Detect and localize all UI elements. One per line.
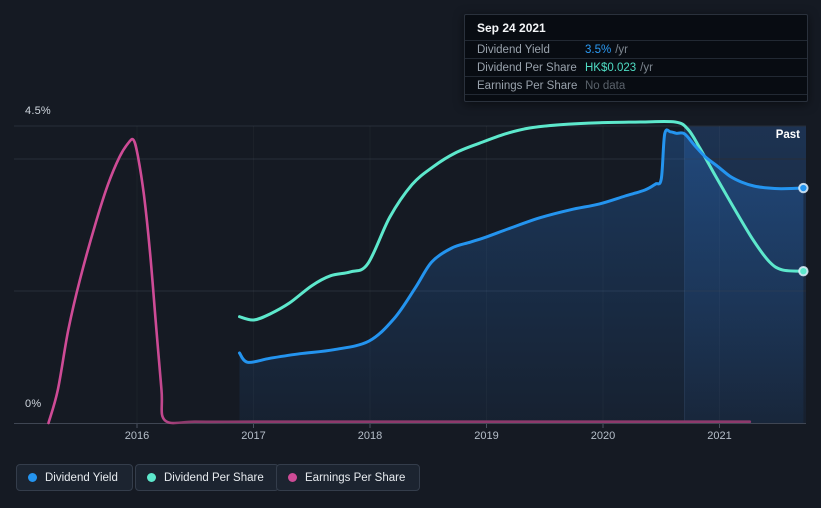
legend-swatch-icon (288, 473, 297, 482)
dividend-yield-end-marker (798, 182, 809, 194)
legend-item-earnings-per-share[interactable]: Earnings Per Share (276, 464, 421, 491)
legend-item-label: Earnings Per Share (305, 471, 406, 484)
tooltip-date: Sep 24 2021 (465, 15, 807, 41)
dividend-per-share-line (238, 119, 805, 322)
x-axis-label: 2019 (474, 430, 499, 442)
x-axis-label: 2021 (707, 430, 732, 442)
legend-item-dividend-yield[interactable]: Dividend Yield (16, 464, 133, 491)
past-region-label: Past (775, 129, 800, 141)
dividend-per-share-end-marker (798, 266, 809, 277)
tooltip-row: Dividend Per Share HK$0.023/yr (465, 59, 807, 77)
y-axis-label-top: 4.5% (25, 105, 51, 117)
tooltip-row-value: 3.5% (585, 43, 612, 56)
y-axis-label-zero: 0% (25, 398, 42, 410)
earnings-per-share-line (47, 137, 752, 425)
tooltip-row-value: HK$0.023 (585, 61, 637, 74)
legend-item-dividend-per-share[interactable]: Dividend Per Share (135, 464, 279, 491)
tooltip-row: Dividend Yield 3.5%/yr (465, 41, 807, 59)
tooltip-row-label: Earnings Per Share (477, 79, 578, 92)
x-axis-label: 2018 (357, 430, 383, 442)
x-axis-label: 2020 (590, 430, 616, 442)
tooltip-row-label: Dividend Per Share (477, 61, 577, 74)
dividend-yield-area (239, 129, 804, 424)
tooltip-row: Earnings Per Share No data (465, 77, 807, 95)
legend-item-label: Dividend Yield (45, 471, 118, 484)
dividend-yield-line (238, 128, 805, 364)
x-axis-label: 2017 (241, 430, 266, 442)
tooltip-row-unit: /yr (615, 43, 628, 56)
tooltip-row-value: No data (585, 79, 626, 92)
tooltip-row-unit: /yr (640, 61, 653, 74)
legend-swatch-icon (28, 473, 37, 482)
chart-tooltip: Sep 24 2021 Dividend Yield 3.5%/yr Dividen… (464, 14, 808, 102)
legend-item-label: Dividend Per Share (164, 471, 264, 484)
tooltip-rows: Dividend Yield 3.5%/yr Dividend Per Share H… (465, 41, 807, 95)
tooltip-row-label: Dividend Yield (477, 43, 550, 56)
x-axis-label: 2016 (124, 430, 150, 442)
legend-swatch-icon (147, 473, 156, 482)
